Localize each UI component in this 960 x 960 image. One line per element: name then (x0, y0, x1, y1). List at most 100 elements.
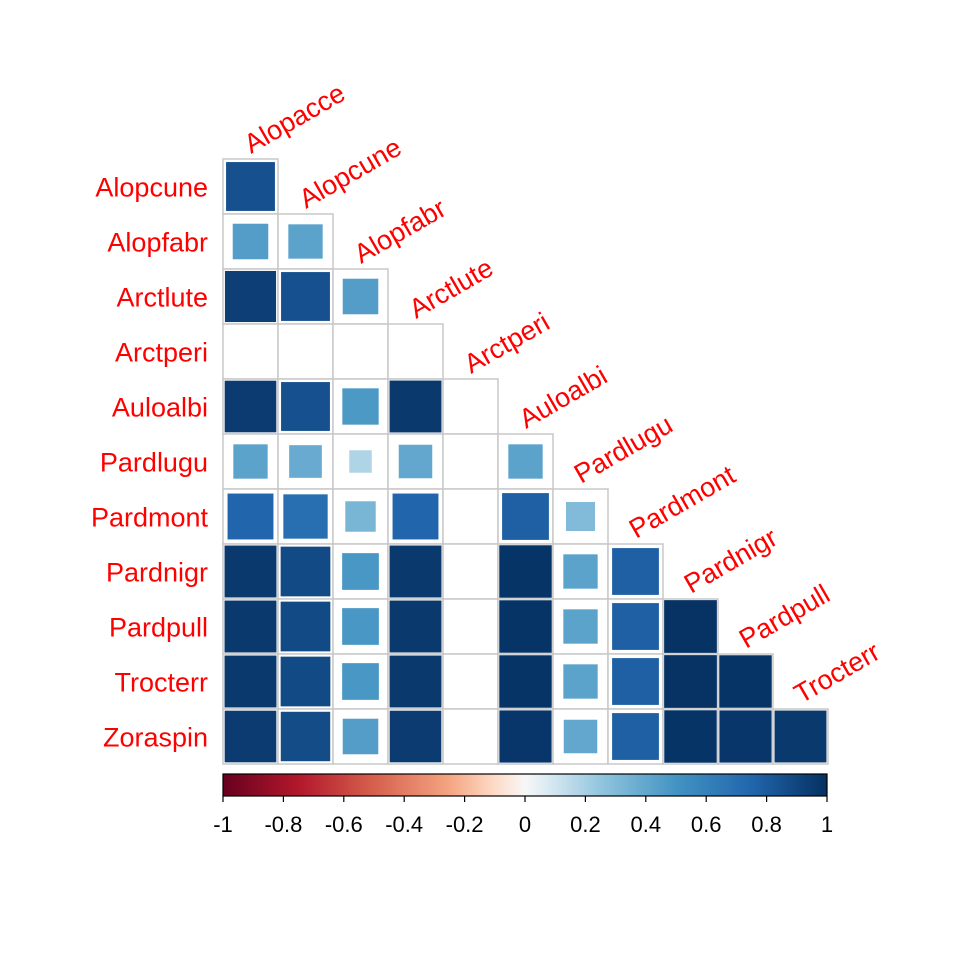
row-label: Arctperi (115, 338, 208, 368)
correlation-square (224, 600, 277, 653)
colorbar-tick-label: -0.2 (446, 812, 484, 837)
correlation-square (224, 545, 277, 598)
correlation-square (224, 270, 277, 323)
correlation-square (664, 600, 717, 653)
grid-cell (442, 433, 499, 490)
grid-cell (442, 488, 499, 545)
correlation-square (283, 494, 328, 539)
grid-cell (442, 598, 499, 655)
correlation-square (389, 710, 442, 763)
correlation-square (612, 658, 659, 705)
correlation-square (389, 655, 442, 708)
correlation-square (227, 493, 274, 540)
correlation-square (389, 545, 442, 598)
grid-cell (442, 708, 499, 765)
colorbar-gradient (222, 773, 828, 797)
correlation-square (281, 382, 330, 431)
correlation-square (280, 546, 331, 597)
colorbar-tick-label: 1 (821, 812, 833, 837)
column-label: Pardnigr (679, 522, 782, 599)
correlation-square (389, 380, 442, 433)
colorbar-tick-label: -0.8 (264, 812, 302, 837)
column-label: Trocterr (789, 636, 885, 709)
correlation-square (664, 710, 717, 763)
correlation-square (398, 444, 433, 479)
correlation-square (508, 444, 543, 479)
column-label: Pardpull (734, 579, 835, 655)
correlation-square (342, 608, 379, 645)
grid-cell (442, 378, 499, 435)
colorbar-tick-label: -0.4 (385, 812, 423, 837)
correlation-square (349, 450, 372, 473)
correlation-square (342, 278, 379, 315)
correlation-square (342, 663, 379, 700)
correlation-square (563, 719, 598, 754)
correlation-square (392, 493, 439, 540)
row-label: Alopcune (95, 173, 208, 203)
colorbar-tick-label: 0.6 (691, 812, 722, 837)
row-labels: Alopcune Alopfabr Arctlute Arctperi Auloalbi… (91, 173, 209, 753)
grid-cell (442, 543, 499, 600)
row-label: Alopfabr (107, 228, 208, 258)
colorbar: -1 -0.8 -0.6 -0.4 -0.2 0 0.2 0.4 0.6 0.8 1 (213, 773, 833, 837)
grid-cell (332, 323, 389, 380)
colorbar-tick-label: 0 (519, 812, 531, 837)
correlation-square (280, 656, 331, 707)
grid-cell (442, 653, 499, 710)
row-label: Auloalbi (112, 393, 208, 423)
column-label: Arctlute (404, 252, 498, 324)
correlation-square (612, 548, 659, 595)
correlation-square (389, 600, 442, 653)
colorbar-tick-label: 0.2 (570, 812, 601, 837)
correlation-square (563, 664, 598, 699)
correlation-square (233, 444, 268, 479)
grid-cell (387, 433, 444, 490)
correlation-square (224, 655, 277, 708)
correlation-square (563, 554, 598, 589)
correlation-square (719, 655, 772, 708)
correlation-square (342, 553, 379, 590)
correlation-square (345, 501, 376, 532)
colorbar-tick-label: -1 (213, 812, 233, 837)
correlation-square (719, 710, 772, 763)
column-label: Pardmont (624, 459, 741, 544)
row-label: Arctlute (116, 283, 208, 313)
colorbar-tick-label: -0.6 (325, 812, 363, 837)
correlation-square (232, 223, 269, 260)
grid-cell (387, 323, 444, 380)
column-label: Alopfabr (349, 193, 451, 269)
correlation-square (499, 655, 552, 708)
correlation-square (280, 711, 331, 762)
column-label: Alopcune (294, 132, 407, 214)
matrix-cells (222, 158, 829, 765)
correlation-square (226, 162, 275, 211)
row-label: Pardpull (109, 613, 208, 643)
column-label: Alopacce (239, 78, 350, 160)
correlation-square (502, 493, 549, 540)
colorbar-tick-label: 0.8 (751, 812, 782, 837)
correlation-square (224, 710, 277, 763)
correlation-square (612, 713, 659, 760)
row-label: Zoraspin (103, 723, 208, 753)
grid-cell (222, 323, 279, 380)
correlation-square (342, 388, 379, 425)
colorbar-tick-label: 0.4 (631, 812, 662, 837)
row-label: Pardnigr (106, 558, 208, 588)
correlation-square (499, 710, 552, 763)
correlation-square (289, 445, 322, 478)
correlation-square (224, 380, 277, 433)
correlation-square (563, 609, 598, 644)
correlation-square (565, 501, 596, 532)
correlation-square (281, 272, 330, 321)
correlation-square (342, 718, 379, 755)
correlation-square (499, 600, 552, 653)
row-label: Pardmont (91, 503, 209, 533)
grid-cell (277, 323, 334, 380)
row-label: Pardlugu (100, 448, 208, 478)
correlation-square (612, 603, 659, 650)
correlation-square (280, 601, 331, 652)
correlation-square (664, 655, 717, 708)
row-label: Trocterr (115, 668, 209, 698)
correlation-square (499, 545, 552, 598)
